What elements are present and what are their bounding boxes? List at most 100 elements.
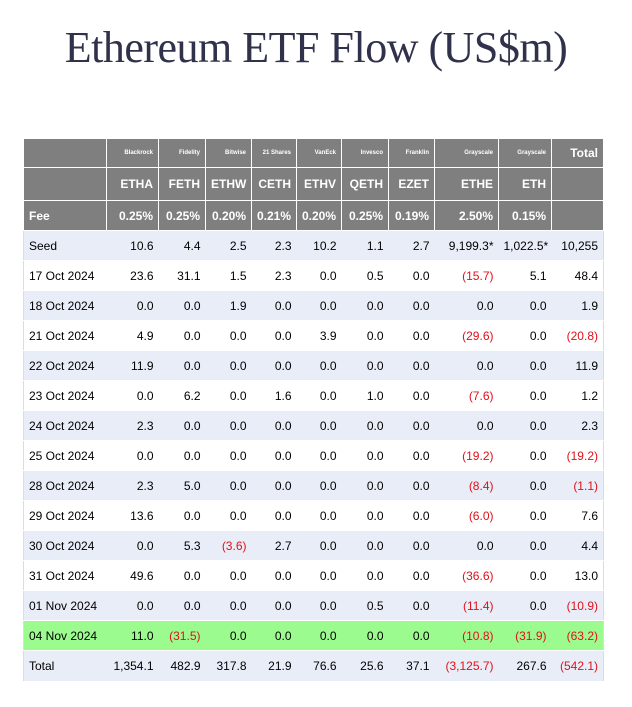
flow-cell: 0.0 <box>251 590 297 621</box>
flow-cell: 1,022.5* <box>498 230 552 261</box>
flow-cell: 0.0 <box>251 440 297 471</box>
flow-cell: 49.6 <box>106 560 159 591</box>
flow-cell: 1.1 <box>341 230 389 261</box>
table-row: 21 Oct 2024 4.9 0.0 0.0 0.0 3.9 0.0 0.0 (29.6) 0.… <box>23 320 604 351</box>
flow-cell: 2.5 <box>205 230 252 261</box>
ticker-cell: CETH <box>251 167 297 201</box>
row-label: 28 Oct 2024 <box>23 470 107 501</box>
row-label: 23 Oct 2024 <box>23 380 107 411</box>
flow-cell: 10.2 <box>296 230 342 261</box>
fee-cell: 0.15% <box>498 200 552 231</box>
flow-cell: 0.0 <box>205 500 252 531</box>
flow-cell: 0.0 <box>205 350 252 381</box>
flow-cell: 0.0 <box>205 440 252 471</box>
row-label: Total <box>23 650 107 682</box>
etf-flow-table: Blackrock Fidelity Bitwise 21 Shares Van… <box>23 138 604 682</box>
flow-cell: 0.0 <box>205 560 252 591</box>
fee-cell: 2.50% <box>434 200 499 231</box>
flow-cell: 0.0 <box>341 620 389 651</box>
flow-cell: 0.0 <box>388 620 435 651</box>
flow-cell: 1.5 <box>205 260 252 291</box>
flow-cell: 0.0 <box>296 590 342 621</box>
flow-cell: 4.9 <box>106 320 159 351</box>
highlighted-table-row: 04 Nov 2024 11.0 (31.5) 0.0 0.0 0.0 0.0 0.0 (10.… <box>23 620 604 651</box>
row-label: 17 Oct 2024 <box>23 260 107 291</box>
flow-cell: (31.9) <box>498 620 552 651</box>
flow-cell: 0.0 <box>251 470 297 501</box>
issuer-cell: Bitwise <box>205 138 252 168</box>
flow-cell: 1.6 <box>251 380 297 411</box>
flow-cell: 0.0 <box>341 500 389 531</box>
flow-cell: 0.0 <box>158 560 206 591</box>
total-row: Total 1,354.1 482.9 317.8 21.9 76.6 25.6 37.1 (3… <box>23 650 604 682</box>
flow-cell: (8.4) <box>434 470 499 501</box>
flow-cell: 0.0 <box>341 560 389 591</box>
flow-cell: 11.9 <box>106 350 159 381</box>
flow-cell: (7.6) <box>434 380 499 411</box>
row-label: 31 Oct 2024 <box>23 560 107 591</box>
ticker-cell: FETH <box>158 167 206 201</box>
ticker-cell: ETHE <box>434 167 499 201</box>
flow-cell: (3.6) <box>205 530 252 561</box>
table-row: 01 Nov 2024 0.0 0.0 0.0 0.0 0.0 0.5 0.0 (11.4) 0.… <box>23 590 604 621</box>
row-label: 21 Oct 2024 <box>23 320 107 351</box>
flow-cell: 0.0 <box>158 290 206 321</box>
table-row: 25 Oct 2024 0.0 0.0 0.0 0.0 0.0 0.0 0.0 (19.2) 0.… <box>23 440 604 471</box>
row-total-cell: 13.0 <box>551 560 604 591</box>
flow-cell: 0.0 <box>205 320 252 351</box>
flow-cell: 1.9 <box>205 290 252 321</box>
issuer-cell: VanEck <box>296 138 342 168</box>
fee-cell: 0.20% <box>296 200 342 231</box>
flow-cell: 3.9 <box>296 320 342 351</box>
table-row: 31 Oct 2024 49.6 0.0 0.0 0.0 0.0 0.0 0.0 (36.6) 0… <box>23 560 604 591</box>
flow-cell: 0.0 <box>296 380 342 411</box>
fee-cell: 0.25% <box>158 200 206 231</box>
flow-cell: 317.8 <box>205 650 252 682</box>
row-total-cell: (542.1) <box>551 650 604 682</box>
flow-cell: 0.0 <box>158 500 206 531</box>
flow-cell: 76.6 <box>296 650 342 682</box>
flow-cell: 0.0 <box>296 530 342 561</box>
flow-cell: (36.6) <box>434 560 499 591</box>
flow-cell: 0.0 <box>106 290 159 321</box>
flow-cell: 0.0 <box>388 410 435 441</box>
flow-cell: 2.3 <box>106 470 159 501</box>
table-row: 17 Oct 2024 23.6 31.1 1.5 2.3 0.0 0.5 0.0 (15.7)… <box>23 260 604 291</box>
flow-cell: 0.0 <box>205 410 252 441</box>
flow-cell: 0.0 <box>498 380 552 411</box>
flow-cell: 0.0 <box>341 440 389 471</box>
table-row: Seed 10.6 4.4 2.5 2.3 10.2 1.1 2.7 9,199.3* 1,022… <box>23 230 604 261</box>
row-total-cell: 11.9 <box>551 350 604 381</box>
flow-cell: 0.0 <box>251 560 297 591</box>
flow-cell: 1.0 <box>341 380 389 411</box>
flow-cell: 37.1 <box>388 650 435 682</box>
flow-cell: 0.0 <box>388 440 435 471</box>
row-label: 30 Oct 2024 <box>23 530 107 561</box>
ticker-cell: ETHV <box>296 167 342 201</box>
flow-cell: 0.0 <box>434 410 499 441</box>
flow-cell: 0.0 <box>388 380 435 411</box>
fee-cell: 0.25% <box>106 200 159 231</box>
flow-cell: 0.0 <box>296 290 342 321</box>
row-total-cell: 2.3 <box>551 410 604 441</box>
flow-cell: 0.0 <box>498 440 552 471</box>
flow-cell: 0.0 <box>296 560 342 591</box>
flow-cell: (15.7) <box>434 260 499 291</box>
flow-cell: 0.0 <box>251 410 297 441</box>
issuer-cell: 21 Shares <box>251 138 297 168</box>
table-row: 30 Oct 2024 0.0 5.3 (3.6) 2.7 0.0 0.0 0.0 0.0 0.0… <box>23 530 604 561</box>
issuer-cell: Invesco <box>341 138 389 168</box>
flow-cell: 0.0 <box>434 530 499 561</box>
issuer-cell: Fidelity <box>158 138 206 168</box>
row-total-cell: 4.4 <box>551 530 604 561</box>
table-row: 24 Oct 2024 2.3 0.0 0.0 0.0 0.0 0.0 0.0 0.0 0.0 2.… <box>23 410 604 441</box>
flow-cell: 0.0 <box>388 260 435 291</box>
flow-cell: 0.0 <box>341 290 389 321</box>
flow-cell: 0.5 <box>341 590 389 621</box>
row-total-cell: (63.2) <box>551 620 604 651</box>
fee-cell: 0.20% <box>205 200 252 231</box>
flow-cell: 0.0 <box>498 560 552 591</box>
flow-cell: 0.0 <box>251 290 297 321</box>
fee-cell: 0.19% <box>388 200 435 231</box>
fee-total-blank <box>551 200 604 231</box>
